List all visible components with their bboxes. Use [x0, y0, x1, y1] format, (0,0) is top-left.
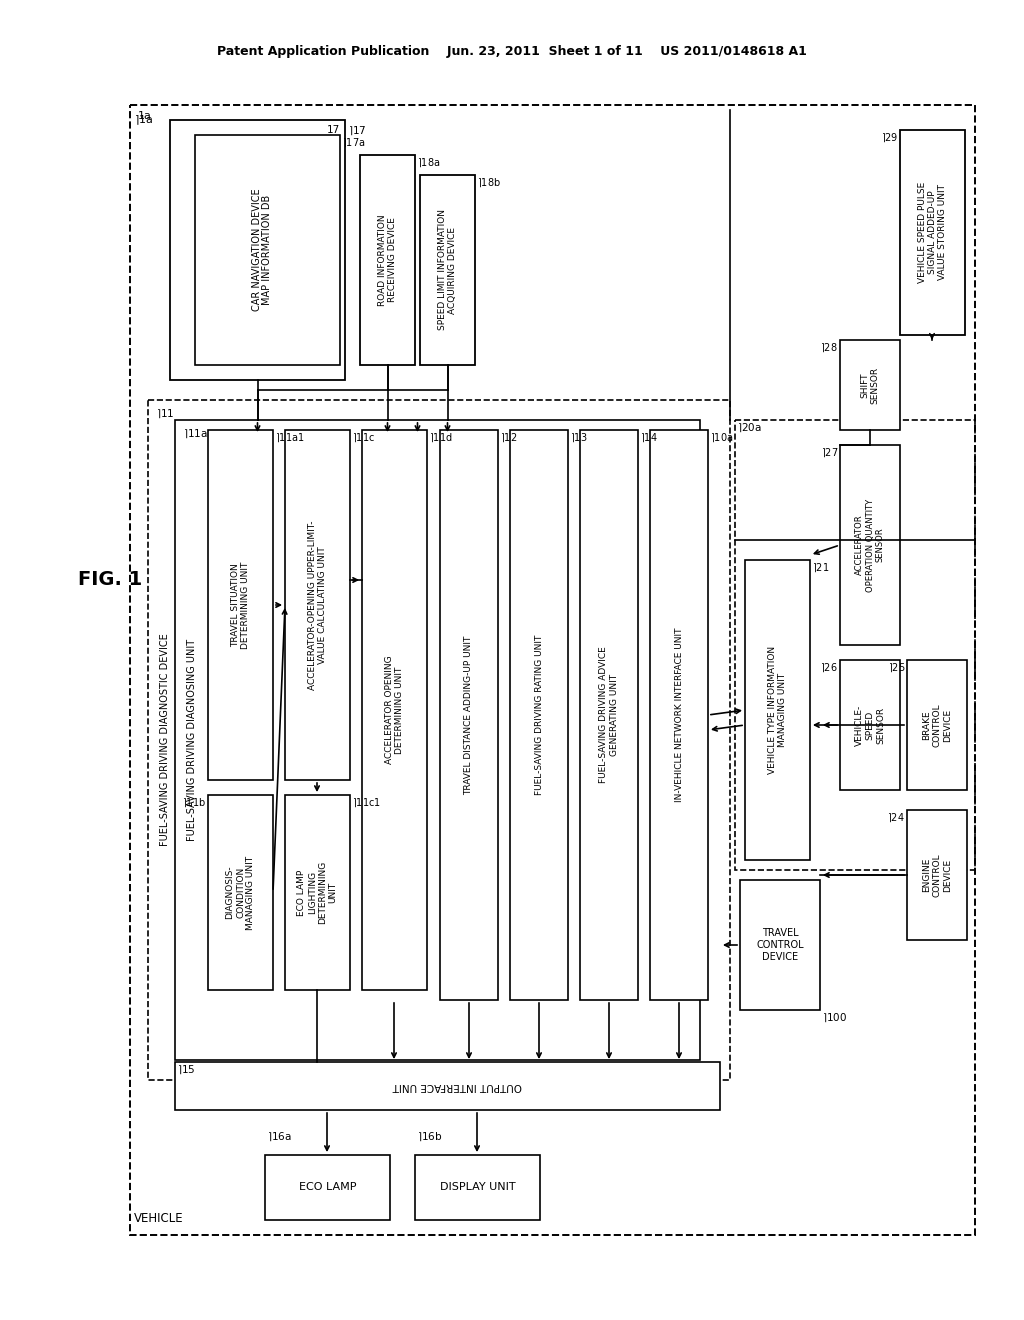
Bar: [745, 560, 810, 861]
Bar: [208, 795, 273, 990]
Bar: [735, 420, 975, 870]
Bar: [650, 430, 708, 1001]
Text: $\mathsf{\rceil}$14: $\mathsf{\rceil}$14: [640, 432, 657, 445]
Text: DIAGNOSIS-
CONDITION
MANAGING UNIT: DIAGNOSIS- CONDITION MANAGING UNIT: [225, 855, 255, 929]
Text: $\mathsf{\rceil}$13: $\mathsf{\rceil}$13: [570, 432, 588, 445]
Text: $\mathsf{\rceil}$12: $\mathsf{\rceil}$12: [500, 432, 517, 445]
Text: FUEL-SAVING DRIVING DIAGNOSING UNIT: FUEL-SAVING DRIVING DIAGNOSING UNIT: [187, 639, 197, 841]
Text: ECO LAMP
LIGHTING
DETERMINING
UNIT: ECO LAMP LIGHTING DETERMINING UNIT: [297, 861, 338, 924]
Bar: [415, 1155, 540, 1220]
Text: ECO LAMP: ECO LAMP: [299, 1183, 356, 1192]
Text: VEHICLE-
SPEED
SENSOR: VEHICLE- SPEED SENSOR: [855, 705, 885, 746]
Text: 17: 17: [327, 125, 340, 135]
Bar: [420, 176, 475, 366]
Text: $\mathsf{\rceil}$100: $\mathsf{\rceil}$100: [822, 1012, 847, 1024]
Bar: [440, 430, 498, 1001]
Bar: [130, 106, 975, 1236]
Text: $\mathsf{\rceil}$1a: $\mathsf{\rceil}$1a: [134, 114, 154, 127]
Text: MAP INFORMATION DB: MAP INFORMATION DB: [262, 195, 272, 305]
Text: FIG. 1: FIG. 1: [78, 570, 142, 589]
Text: TRAVEL SITUATION
DETERMINING UNIT: TRAVEL SITUATION DETERMINING UNIT: [230, 561, 250, 648]
Bar: [148, 400, 730, 1080]
Text: ACCELERATOR OPENING
DETERMINING UNIT: ACCELERATOR OPENING DETERMINING UNIT: [385, 656, 404, 764]
Bar: [170, 120, 345, 380]
Text: $\mathsf{\rceil}$11a: $\mathsf{\rceil}$11a: [183, 428, 208, 441]
Bar: [907, 660, 967, 789]
Bar: [840, 341, 900, 430]
Text: $\mathsf{\rceil}$28: $\mathsf{\rceil}$28: [820, 342, 838, 355]
Bar: [362, 430, 427, 990]
Bar: [285, 795, 350, 990]
Text: ACCELERATOR-OPENING UPPER-LIMIT-
VALUE CALCULATING UNIT: ACCELERATOR-OPENING UPPER-LIMIT- VALUE C…: [308, 520, 328, 690]
Text: ENGINE
CONTROL
DEVICE: ENGINE CONTROL DEVICE: [922, 853, 952, 896]
Text: $\mathsf{\rceil}$11d: $\mathsf{\rceil}$11d: [429, 432, 453, 445]
Text: $\mathsf{\rceil}$25: $\mathsf{\rceil}$25: [888, 663, 905, 675]
Text: $\mathsf{\rceil}$27: $\mathsf{\rceil}$27: [820, 447, 838, 459]
Text: CAR NAVIGATION DEVICE: CAR NAVIGATION DEVICE: [253, 189, 262, 312]
Text: $\mathsf{\rceil}$24: $\mathsf{\rceil}$24: [888, 812, 905, 825]
Text: $\mathsf{\rceil}$15: $\mathsf{\rceil}$15: [177, 1064, 196, 1076]
Text: $\mathsf{\rceil}$18b: $\mathsf{\rceil}$18b: [477, 177, 501, 190]
Text: VEHICLE: VEHICLE: [134, 1212, 183, 1225]
Bar: [175, 1063, 720, 1110]
Bar: [510, 430, 568, 1001]
Text: SPEED LIMIT INFORMATION
ACQUIRING DEVICE: SPEED LIMIT INFORMATION ACQUIRING DEVICE: [438, 210, 457, 330]
Text: $\mathsf{\rceil}$17a: $\mathsf{\rceil}$17a: [342, 137, 366, 149]
Bar: [740, 880, 820, 1010]
Bar: [907, 810, 967, 940]
Text: ROAD INFORMATION
RECEIVING DEVICE: ROAD INFORMATION RECEIVING DEVICE: [378, 214, 397, 306]
Bar: [580, 430, 638, 1001]
Text: $\mathsf{\rceil}$16a: $\mathsf{\rceil}$16a: [267, 1130, 292, 1143]
Text: FUEL-SAVING DRIVING DIAGNOSTIC DEVICE: FUEL-SAVING DRIVING DIAGNOSTIC DEVICE: [160, 634, 170, 846]
Text: $\mathsf{\rceil}$26: $\mathsf{\rceil}$26: [820, 663, 838, 675]
Text: BRAKE
CONTROL
DEVICE: BRAKE CONTROL DEVICE: [922, 704, 952, 747]
Text: $\mathsf{\rceil}$10a: $\mathsf{\rceil}$10a: [710, 432, 733, 445]
Text: $\mathsf{\rceil}$11c: $\mathsf{\rceil}$11c: [352, 432, 375, 445]
Bar: [195, 135, 340, 366]
Text: $\mathsf{\rceil}$20a: $\mathsf{\rceil}$20a: [737, 422, 762, 434]
Text: $\mathsf{\rceil}$18a: $\mathsf{\rceil}$18a: [417, 157, 440, 169]
Bar: [900, 129, 965, 335]
Text: FUEL-SAVING DRIVING ADVICE
GENERATING UNIT: FUEL-SAVING DRIVING ADVICE GENERATING UN…: [599, 647, 618, 783]
Bar: [265, 1155, 390, 1220]
Text: SHIFT
SENSOR: SHIFT SENSOR: [860, 367, 880, 404]
Bar: [840, 445, 900, 645]
Bar: [360, 154, 415, 366]
Text: Patent Application Publication    Jun. 23, 2011  Sheet 1 of 11    US 2011/014861: Patent Application Publication Jun. 23, …: [217, 45, 807, 58]
Text: $\mathsf{\rceil}$21: $\mathsf{\rceil}$21: [812, 562, 829, 574]
Text: VEHICLE SPEED PULSE
SIGNAL ADDED-UP
VALUE STORING UNIT: VEHICLE SPEED PULSE SIGNAL ADDED-UP VALU…: [918, 182, 947, 282]
Text: ACCELERATOR
OPERATION QUANTITY
SENSOR: ACCELERATOR OPERATION QUANTITY SENSOR: [855, 499, 885, 591]
Text: TRAVEL
CONTROL
DEVICE: TRAVEL CONTROL DEVICE: [756, 928, 804, 961]
Text: DISPLAY UNIT: DISPLAY UNIT: [439, 1183, 515, 1192]
Text: $\mathsf{\rceil}$11: $\mathsf{\rceil}$11: [156, 408, 174, 421]
Text: IN-VEHICLE NETWORK INTERFACE UNIT: IN-VEHICLE NETWORK INTERFACE UNIT: [675, 628, 683, 803]
Text: 1a: 1a: [138, 111, 152, 121]
Bar: [175, 420, 700, 1060]
Text: FUEL-SAVING DRIVING RATING UNIT: FUEL-SAVING DRIVING RATING UNIT: [535, 635, 544, 795]
Bar: [840, 660, 900, 789]
Text: $\mathsf{\rceil}$11b: $\mathsf{\rceil}$11b: [182, 797, 206, 809]
Bar: [208, 430, 273, 780]
Text: $\mathsf{\rceil}$11a1: $\mathsf{\rceil}$11a1: [275, 432, 304, 445]
Text: VEHICLE TYPE INFORMATION
MANAGING UNIT: VEHICLE TYPE INFORMATION MANAGING UNIT: [768, 645, 787, 774]
Text: $\mathsf{\rceil}$11c1: $\mathsf{\rceil}$11c1: [352, 797, 381, 809]
Text: $\mathsf{\rceil}$17: $\mathsf{\rceil}$17: [348, 125, 367, 137]
Text: OUTPUT INTERFACE UNIT: OUTPUT INTERFACE UNIT: [393, 1081, 522, 1092]
Text: TRAVEL DISTANCE ADDING-UP UNIT: TRAVEL DISTANCE ADDING-UP UNIT: [465, 635, 473, 795]
Text: $\mathsf{\rceil}$16b: $\mathsf{\rceil}$16b: [417, 1130, 442, 1143]
Text: $\mathsf{\rceil}$29: $\mathsf{\rceil}$29: [881, 132, 898, 144]
Bar: [285, 430, 350, 780]
